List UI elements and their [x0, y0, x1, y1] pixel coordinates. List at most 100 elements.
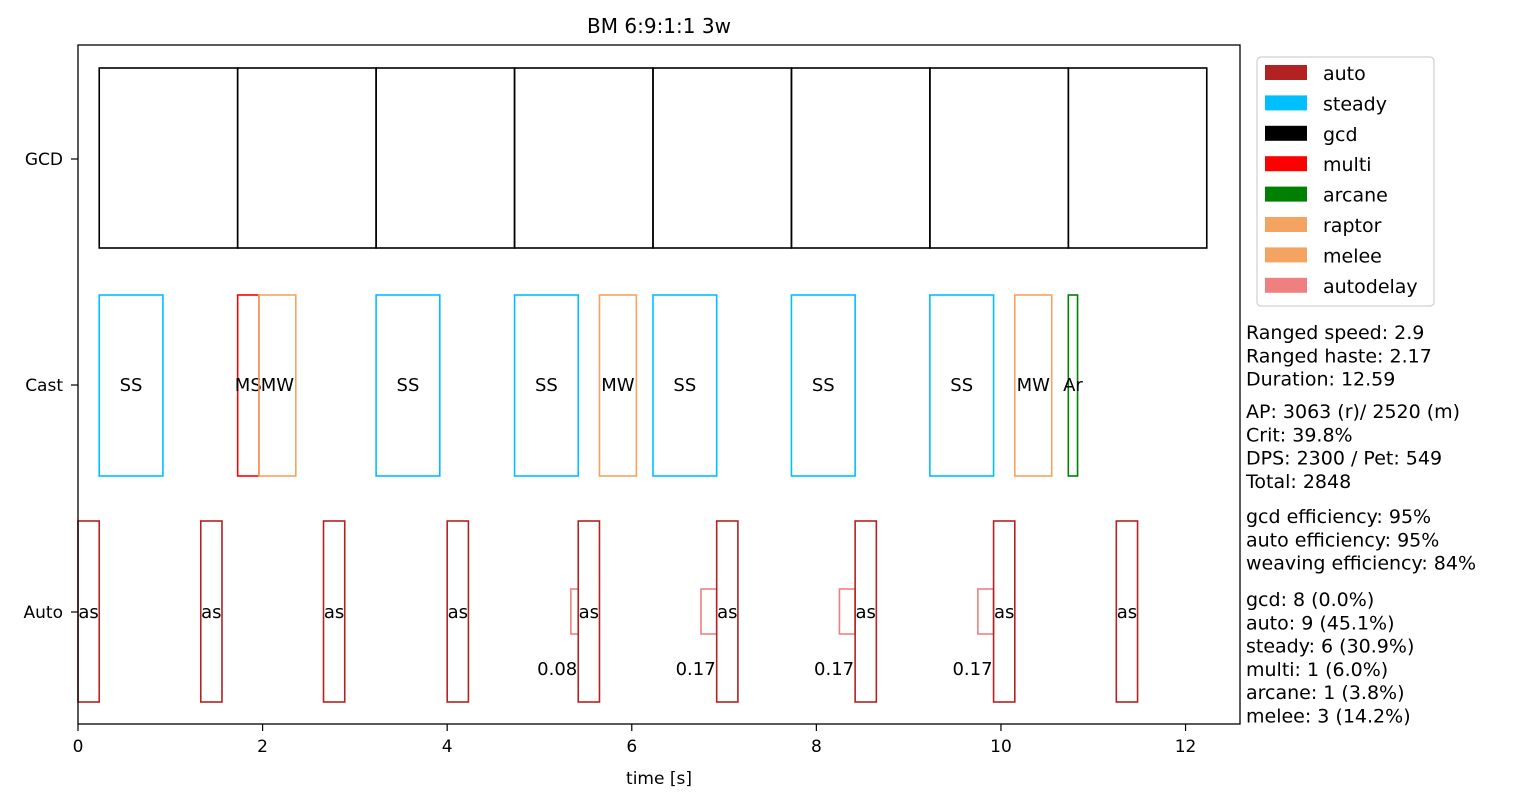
stat-line: DPS: 2300 / Pet: 549	[1246, 448, 1442, 470]
legend-swatch-melee	[1265, 247, 1307, 263]
event-bar-gcd	[236, 67, 377, 249]
event-label: as	[324, 602, 344, 623]
stat-line: gcd: 8 (0.0%)	[1246, 589, 1374, 611]
event-bar-autodelay	[838, 588, 856, 635]
event-bar-gcd	[513, 67, 654, 249]
autodelay-label: 0.17	[676, 659, 716, 680]
event-bar-steady	[929, 294, 995, 477]
event-label: SS	[120, 375, 143, 396]
event-bar-auto	[1115, 520, 1139, 703]
stat-line: Duration: 12.59	[1246, 369, 1395, 391]
event-bar-gcd	[98, 67, 239, 249]
legend-label: autodelay	[1323, 276, 1418, 298]
event-bar-melee	[258, 294, 297, 477]
event-bar-autodelay	[977, 588, 995, 635]
event-label: SS	[812, 375, 835, 396]
stat-line: Crit: 39.8%	[1246, 424, 1353, 446]
stat-line: gcd efficiency: 95%	[1246, 506, 1431, 528]
stat-line: weaving efficiency: 84%	[1246, 553, 1476, 575]
event-bar-steady	[98, 294, 164, 477]
y-axis: GCD Cast Auto	[24, 150, 78, 623]
stat-line: Ranged haste: 2.17	[1246, 345, 1432, 367]
stat-line: auto efficiency: 95%	[1246, 529, 1439, 551]
event-label: MS	[235, 375, 262, 396]
x-tick-label: 0	[73, 737, 84, 757]
event-label: MW	[601, 375, 635, 396]
stat-line: AP: 3063 (r)/ 2520 (m)	[1246, 401, 1460, 423]
legend-swatch-steady	[1265, 95, 1307, 111]
event-bar-autodelay	[700, 588, 718, 635]
event-label: Ar	[1063, 375, 1083, 396]
event-bar-gcd	[375, 67, 516, 249]
autodelay-label: 0.08	[537, 659, 577, 680]
stat-line: steady: 6 (30.9%)	[1246, 636, 1414, 658]
x-axis: 0 2 4 6 8 10 12	[73, 724, 1197, 757]
stat-line: multi: 1 (6.0%)	[1246, 659, 1388, 681]
legend-swatch-multi	[1265, 156, 1307, 172]
event-bar-arcane	[1067, 294, 1079, 477]
autodelay-label: 0.17	[814, 659, 854, 680]
legend: auto steady gcd multi arcane raptor melee autod…	[1256, 56, 1435, 307]
event-label: as	[201, 602, 221, 623]
legend-label: melee	[1323, 245, 1382, 267]
event-label: SS	[673, 375, 696, 396]
stat-line: melee: 3 (14.2%)	[1246, 706, 1411, 728]
event-bar-auto	[992, 520, 1016, 703]
x-tick-label: 6	[626, 737, 637, 757]
event-label: as	[1117, 602, 1137, 623]
event-bar-gcd	[929, 67, 1070, 249]
x-tick-label: 4	[442, 737, 453, 757]
event-bar-auto	[446, 520, 470, 703]
legend-swatch-auto	[1265, 65, 1307, 80]
event-bar-gcd	[652, 67, 793, 249]
legend-label: arcane	[1323, 185, 1388, 207]
event-label: MW	[261, 375, 295, 396]
event-bar-auto	[715, 520, 739, 703]
event-bar-steady	[652, 294, 718, 477]
x-tick-label: 8	[811, 737, 822, 757]
stat-line: Total: 2848	[1245, 471, 1351, 493]
legend-label: raptor	[1323, 215, 1382, 237]
event-label: SS	[950, 375, 973, 396]
event-bar-auto	[577, 520, 601, 703]
y-tick-label: Auto	[24, 603, 63, 623]
legend-label: gcd	[1323, 124, 1358, 146]
stat-line: auto: 9 (45.1%)	[1246, 612, 1395, 634]
event-label: as	[717, 602, 737, 623]
event-label: SS	[535, 375, 558, 396]
x-axis-label: time [s]	[626, 769, 692, 789]
event-label: as	[78, 602, 98, 623]
event-bar-auto	[854, 520, 878, 703]
event-label: as	[856, 602, 876, 623]
y-tick-label: GCD	[25, 150, 63, 170]
x-tick-label: 2	[257, 737, 268, 757]
stat-line: arcane: 1 (3.8%)	[1246, 682, 1405, 704]
legend-label: multi	[1323, 154, 1372, 176]
event-bar-auto	[199, 520, 223, 703]
event-bar-auto	[322, 520, 346, 703]
event-label: as	[994, 602, 1014, 623]
event-bar-steady	[790, 294, 856, 477]
event-label: as	[579, 602, 599, 623]
y-tick-label: Cast	[25, 376, 63, 396]
event-bar-gcd	[790, 67, 931, 249]
event-label: MW	[1017, 375, 1051, 396]
x-tick-label: 12	[1175, 737, 1197, 757]
chart-title: BM 6:9:1:1 3w	[587, 14, 731, 38]
x-tick-label: 10	[990, 737, 1012, 757]
event-bar-steady	[513, 294, 580, 477]
event-bar-gcd	[1067, 67, 1208, 249]
event-label: SS	[397, 375, 420, 396]
event-bar-melee	[598, 294, 638, 477]
legend-swatch-autodelay	[1265, 277, 1307, 293]
legend-label: auto	[1323, 63, 1366, 85]
event-label: as	[448, 602, 468, 623]
event-bar-autodelay	[570, 588, 580, 635]
legend-swatch-gcd	[1265, 125, 1307, 141]
autodelay-label: 0.17	[952, 659, 992, 680]
legend-swatch-raptor	[1265, 217, 1307, 232]
event-bar-melee	[1013, 294, 1053, 477]
stat-line: Ranged speed: 2.9	[1246, 322, 1424, 344]
